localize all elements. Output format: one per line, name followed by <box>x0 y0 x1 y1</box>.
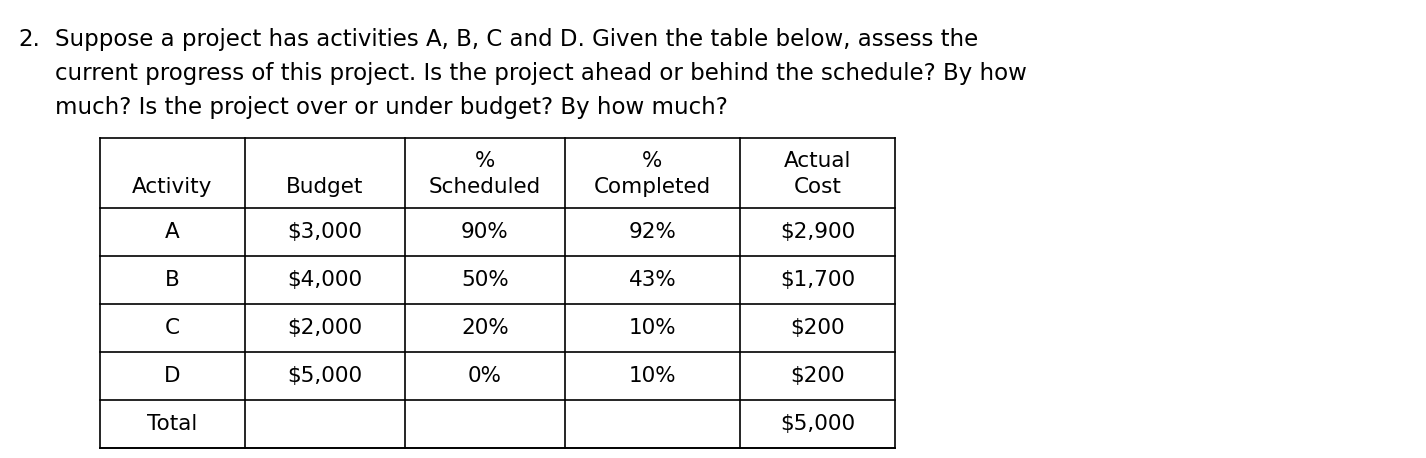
Text: $2,000: $2,000 <box>288 318 362 338</box>
Text: much? Is the project over or under budget? By how much?: much? Is the project over or under budge… <box>56 96 727 119</box>
Text: 43%: 43% <box>629 270 676 290</box>
Text: Actual: Actual <box>784 151 851 171</box>
Text: 90%: 90% <box>461 222 509 242</box>
Text: Suppose a project has activities A, B, C and D. Given the table below, assess th: Suppose a project has activities A, B, C… <box>56 28 978 51</box>
Text: A: A <box>165 222 180 242</box>
Text: 20%: 20% <box>461 318 509 338</box>
Text: 2.: 2. <box>19 28 40 51</box>
Text: $5,000: $5,000 <box>780 414 856 434</box>
Text: $2,900: $2,900 <box>780 222 856 242</box>
Text: B: B <box>165 270 180 290</box>
Text: $200: $200 <box>790 366 844 386</box>
Text: %: % <box>475 151 495 171</box>
Text: %: % <box>642 151 663 171</box>
Text: Budget: Budget <box>287 177 364 197</box>
Text: 92%: 92% <box>629 222 676 242</box>
Text: $1,700: $1,700 <box>780 270 856 290</box>
Text: C: C <box>165 318 180 338</box>
Text: $4,000: $4,000 <box>288 270 362 290</box>
Text: 50%: 50% <box>461 270 509 290</box>
Text: $5,000: $5,000 <box>288 366 362 386</box>
Text: $3,000: $3,000 <box>288 222 362 242</box>
Text: D: D <box>164 366 181 386</box>
Text: Activity: Activity <box>133 177 212 197</box>
Text: Completed: Completed <box>593 177 712 197</box>
Text: 0%: 0% <box>468 366 502 386</box>
Text: 10%: 10% <box>629 318 676 338</box>
Text: Total: Total <box>147 414 198 434</box>
Text: Scheduled: Scheduled <box>429 177 540 197</box>
Text: current progress of this project. Is the project ahead or behind the schedule? B: current progress of this project. Is the… <box>56 62 1027 85</box>
Text: 10%: 10% <box>629 366 676 386</box>
Text: $200: $200 <box>790 318 844 338</box>
Text: Cost: Cost <box>793 177 841 197</box>
